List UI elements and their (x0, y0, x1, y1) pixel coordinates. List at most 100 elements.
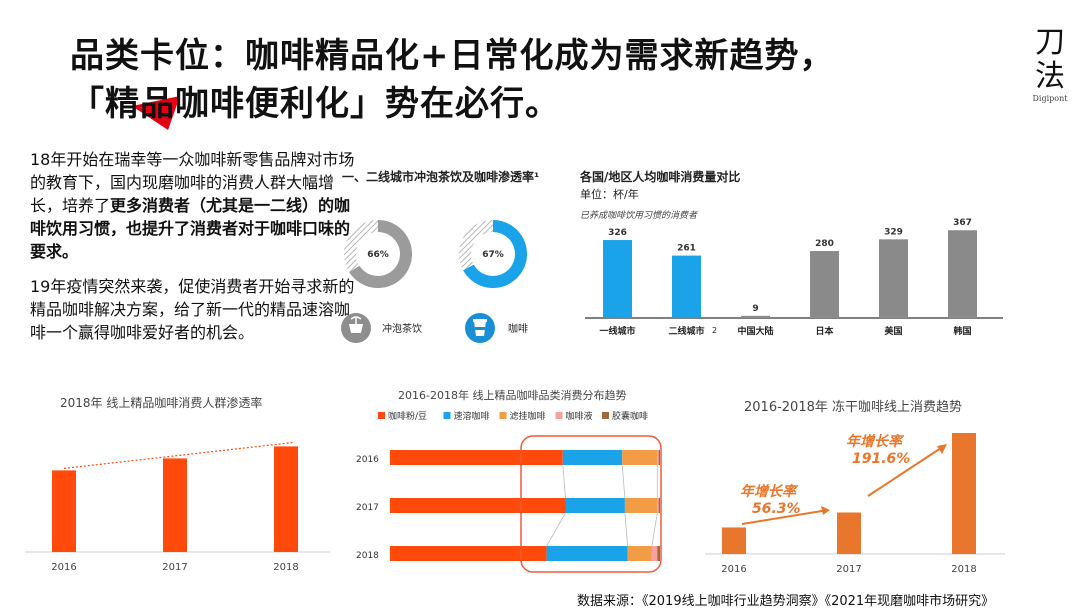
penetration-trend-title: 2018年 线上精品咖啡消费人群渗透率 (60, 396, 263, 410)
per-capita-category-label: 韩国 (953, 325, 971, 337)
trend-bar (163, 458, 187, 552)
share-segment (657, 498, 659, 513)
trend-year-label: 2016 (51, 562, 76, 573)
share-segment (657, 450, 659, 465)
coffee-label: 咖啡 (508, 323, 528, 335)
share-connector (651, 512, 658, 547)
share-segment (390, 498, 566, 513)
per-capita-category-label: 日本 (815, 325, 834, 337)
per-capita-unit: 单位：杯/年 (580, 188, 639, 201)
growth-label-2: 年增长率 (846, 433, 905, 450)
category-share-title: 2016-2018年 线上精品咖啡品类消费分布趋势 (398, 389, 627, 402)
donut-tea: 66% (344, 220, 412, 288)
title-accent-shape (132, 96, 180, 136)
per-capita-bar (810, 251, 839, 318)
per-capita-chart-title: 各国/地区人均咖啡消费量对比 (580, 170, 741, 184)
growth-arrow-1 (741, 509, 829, 525)
share-segment (624, 498, 658, 513)
legend-swatch (555, 412, 563, 419)
per-capita-bar (603, 240, 632, 318)
category-share-chart: 咖啡粉/豆 速溶咖啡 滤挂咖啡 咖啡液 胶囊咖啡 2016 2017 2018 (356, 410, 662, 573)
per-capita-value-label: 326 (608, 228, 627, 238)
tea-cup-icon (341, 313, 371, 343)
body-paragraph-1-bold: 更多消费者（尤其是一二线）的咖啡饮用习惯，也提升了消费者对于咖啡口味的要求。 (30, 196, 351, 261)
body-paragraph-2: 19年疫情突然来袭，促使消费者开始寻求新的精品咖啡解决方案，给了新一代的精品速溶… (30, 277, 355, 342)
share-connector (621, 464, 626, 499)
freeze-bar (952, 433, 976, 554)
data-source-note: 数据来源：《2019线上咖啡行业趋势洞察》《2021年现磨咖啡市场研究》 (577, 594, 995, 609)
trend-line (63, 441, 295, 469)
trend-year-label: 2017 (162, 562, 187, 573)
penetration-trend-chart: 2016 2017 2018 (25, 441, 330, 573)
per-capita-value-label: 329 (884, 227, 903, 237)
legend-swatch (602, 412, 609, 419)
coffee-cup-icon (465, 313, 495, 343)
per-capita-bar (672, 255, 701, 318)
share-year-label: 2018 (356, 551, 379, 561)
share-segment (627, 546, 652, 561)
per-capita-category-label: 美国 (884, 325, 902, 337)
share-segment (658, 450, 660, 465)
legend-swatch (499, 412, 507, 419)
freeze-year-label: 2016 (721, 564, 746, 575)
body-paragraph-1: 18年开始在瑞幸等一众咖啡新零售品牌对市场的教育下，国内现磨咖啡的消费人群大幅增… (30, 148, 365, 263)
share-segment (546, 546, 628, 561)
page-title-line1: 品类卡位：咖啡精品化+日常化成为需求新趋势， (70, 36, 835, 76)
brand-logo: 刀 法 Digipont (1030, 25, 1070, 104)
per-capita-bar (948, 230, 977, 318)
growth-value-1: 56.3% (752, 501, 801, 517)
share-highlight-box (520, 435, 662, 573)
share-segment (622, 450, 658, 465)
freeze-bar (722, 527, 746, 554)
donut-value-label: 66% (367, 250, 389, 260)
per-capita-annotation: 已养成咖啡饮用习惯的消费者 (580, 211, 698, 221)
per-capita-value-label: 261 (677, 244, 696, 254)
body-paragraph-1-plain: 18年开始在瑞幸等一众咖啡新零售品牌对市场的教育下，国内现磨咖啡的消费人群大幅增… (30, 150, 355, 215)
per-capita-category-label: 二线城市 (668, 325, 704, 337)
trend-bar (52, 470, 76, 552)
share-connector (546, 512, 566, 547)
share-segment (562, 450, 623, 465)
share-segment (390, 450, 563, 465)
logo-char-top: 刀 (1035, 25, 1065, 60)
per-capita-value-label: 280 (815, 239, 834, 249)
growth-arrowhead-2 (937, 444, 947, 454)
growth-label-1: 年增长率 (740, 483, 799, 500)
donut-slice (463, 220, 527, 288)
per-capita-category-label: 一线城市 (599, 325, 635, 337)
per-capita-value-label: 9 (752, 304, 758, 314)
per-capita-bar (741, 315, 770, 318)
per-capita-value-label: 367 (953, 218, 972, 228)
per-capita-category-label: 中国大陆 (737, 325, 773, 337)
share-connector (562, 464, 566, 499)
share-year-label: 2016 (356, 455, 379, 465)
growth-arrow-2 (867, 445, 945, 497)
growth-value-2: 191.6% (852, 451, 910, 467)
freeze-dried-title: 2016-2018年 冻干咖啡线上消费趋势 (744, 400, 962, 415)
legend-entry: 速溶咖啡 (454, 410, 490, 422)
penetration-chart-title: 一、二线城市冲泡茶饮及咖啡渗透率¹ (342, 170, 540, 184)
penetration-chart: 66% 67% 冲泡茶饮 咖啡 (341, 220, 528, 343)
legend-swatch (443, 412, 451, 419)
legend-entry: 咖啡粉/豆 (388, 410, 427, 422)
share-connector (624, 512, 628, 547)
share-year-label: 2017 (356, 503, 379, 513)
growth-arrowhead-1 (821, 506, 830, 515)
page-title-line2: 「精品咖啡便利化」势在必行。 (70, 84, 560, 124)
trend-year-label: 2018 (273, 562, 298, 573)
logo-char-bottom: 法 (1035, 59, 1065, 94)
legend-entry: 胶囊咖啡 (612, 410, 648, 422)
logo-subtitle: Digipont (1032, 94, 1068, 103)
tea-label: 冲泡茶饮 (382, 322, 422, 335)
donut-slice (349, 220, 412, 288)
legend-entry: 咖啡液 (566, 410, 593, 422)
donut-coffee: 67% (459, 220, 527, 288)
share-segment (565, 498, 625, 513)
share-segment (658, 498, 660, 513)
per-capita-bar (879, 239, 908, 318)
share-segment (651, 546, 658, 561)
share-segment (657, 546, 660, 561)
share-segment (390, 546, 547, 561)
freeze-year-label: 2018 (951, 564, 976, 575)
